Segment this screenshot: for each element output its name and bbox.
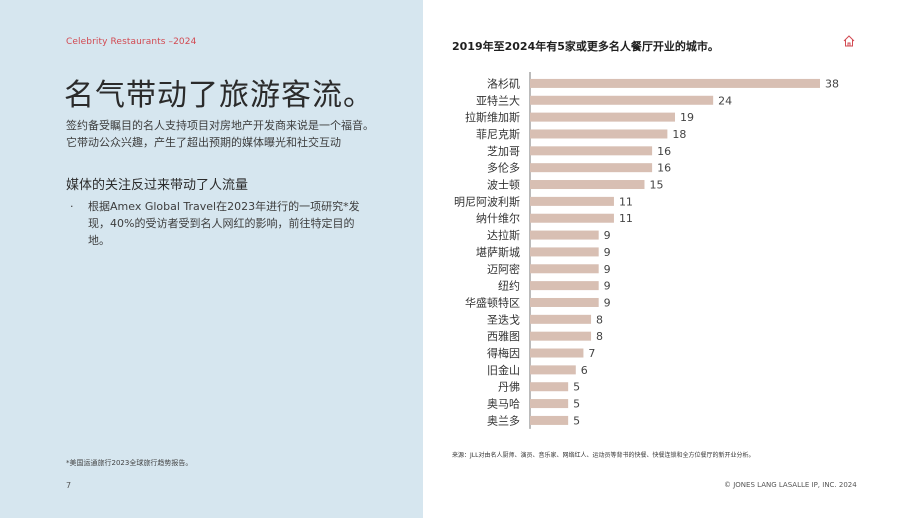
value-label: 19 [680, 111, 694, 124]
value-label: 7 [588, 347, 595, 360]
category-label: 菲尼克斯 [476, 128, 520, 141]
bar [530, 297, 599, 307]
value-label: 24 [718, 94, 732, 107]
value-label: 6 [581, 364, 588, 377]
value-label: 16 [657, 162, 671, 175]
bar [530, 314, 592, 324]
category-label: 奥兰多 [487, 413, 520, 427]
category-label: 得梅因 [487, 346, 520, 360]
intro-paragraph: 签约备受瞩目的名人支持项目对房地产开发商来说是一个福音。它带动公众兴趣，产生了超… [66, 119, 374, 149]
category-label: 堪萨斯城 [476, 246, 520, 259]
bar [530, 180, 645, 190]
bar [530, 348, 584, 358]
page-number: 7 [66, 481, 72, 490]
category-label: 迈阿密 [487, 262, 520, 276]
home-icon[interactable] [843, 35, 855, 47]
bullet-dot: · [70, 200, 74, 213]
category-label: 亚特兰大 [476, 93, 520, 107]
bar [530, 196, 614, 206]
value-label: 11 [619, 195, 633, 208]
bar [530, 399, 569, 409]
value-label: 8 [596, 330, 603, 343]
value-label: 9 [604, 296, 611, 309]
bar [530, 247, 599, 257]
bullet-text: 根据Amex Global Travel在2023年进行的一项研究*发现，40%… [88, 200, 360, 247]
bar [530, 95, 714, 105]
section-eyebrow: Celebrity Restaurants –2024 [66, 37, 197, 47]
copyright: © JONES LANG LASALLE IP, INC. 2024 [724, 481, 857, 489]
category-label: 芝加哥 [487, 145, 520, 158]
bar-chart: 洛杉矶 38 亚特兰大 24 拉斯维加斯 19 菲尼克斯 18 芝加哥 16 多伦多 16 波士顿 15 明… [454, 72, 839, 429]
page-title: 名气带动了旅游客流。 [64, 78, 374, 113]
footnote: *美国运通旅行2023全球旅行趋势报告。 [66, 459, 193, 467]
bar [530, 331, 592, 341]
category-label: 旧金山 [487, 363, 520, 377]
value-label: 18 [672, 128, 686, 141]
category-label: 丹佛 [498, 381, 520, 394]
category-label: 纽约 [498, 279, 520, 293]
chart-source: 来源：JLL对由名人厨师、演员、音乐家、网络红人、运动员等背书的快餐、快餐连锁和… [452, 452, 755, 459]
value-label: 9 [604, 246, 611, 259]
value-label: 5 [573, 414, 580, 427]
bar [530, 365, 576, 375]
bar [530, 382, 569, 392]
bar [530, 78, 820, 88]
value-label: 9 [604, 263, 611, 276]
category-label: 波士顿 [487, 178, 520, 192]
bar [530, 146, 653, 156]
value-label: 16 [657, 145, 671, 158]
value-label: 9 [604, 229, 611, 242]
category-label: 多伦多 [487, 161, 520, 175]
value-label: 5 [573, 381, 580, 394]
chart-title: 2019年至2024年有5家或更多名人餐厅开业的城市。 [452, 40, 719, 53]
category-label: 明尼阿波利斯 [454, 195, 520, 208]
bar [530, 112, 675, 122]
category-label: 洛杉矶 [487, 76, 520, 90]
bar [530, 230, 599, 240]
value-label: 15 [649, 179, 663, 192]
category-label: 达拉斯 [487, 228, 520, 242]
category-label: 圣迭戈 [487, 313, 520, 326]
category-label: 拉斯维加斯 [465, 110, 520, 124]
bar [530, 163, 653, 173]
category-label: 奥马哈 [487, 397, 520, 411]
value-label: 9 [604, 280, 611, 293]
category-label: 华盛顿特区 [465, 295, 520, 309]
value-label: 5 [573, 398, 580, 411]
subheading: 媒体的关注反过来带动了人流量 [66, 178, 249, 193]
bar [530, 213, 614, 223]
bar [530, 264, 599, 274]
bar [530, 281, 599, 291]
left-panel [0, 0, 423, 518]
bar [530, 415, 569, 425]
category-label: 西雅图 [487, 329, 520, 343]
value-label: 38 [825, 77, 839, 90]
value-label: 8 [596, 313, 603, 326]
category-label: 纳什维尔 [476, 212, 520, 225]
value-label: 11 [619, 212, 633, 225]
bar [530, 129, 668, 139]
